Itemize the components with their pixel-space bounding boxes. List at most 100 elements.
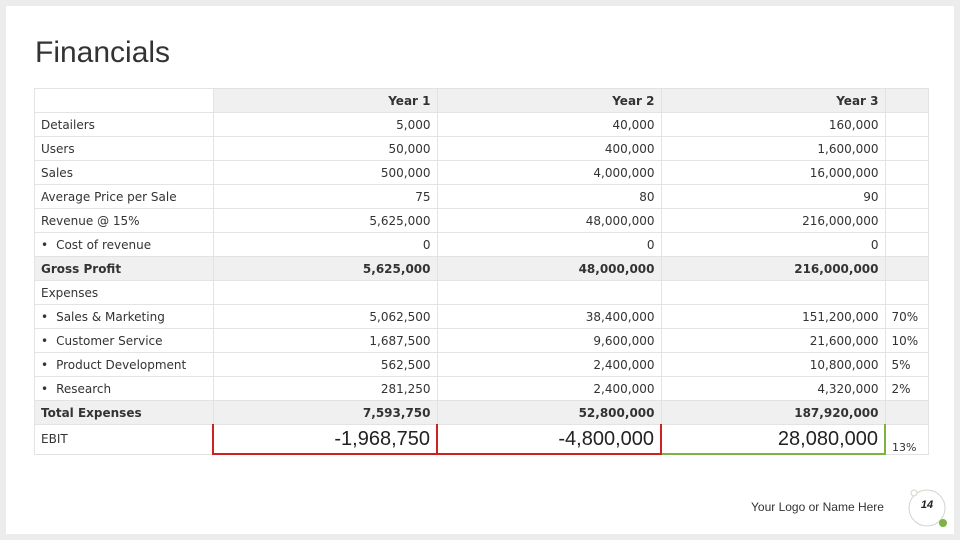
year-3-value: 4,320,000 [660,376,886,401]
percent-value [884,112,929,137]
year-2-value: 2,400,000 [436,376,662,401]
year-2-value: 40,000 [436,112,662,137]
bullet-icon: • [41,357,49,372]
row-label-cell: • Cost of revenue [34,232,214,257]
table-row: Average Price per Sale 75 80 90 [34,184,929,209]
year-2-value: 80 [436,184,662,209]
table-row: Sales 500,000 4,000,000 16,000,000 [34,160,929,185]
year-1-value: 5,062,500 [212,304,438,329]
year-3-value: 187,920,000 [660,400,886,425]
percent-value [884,280,929,305]
table-row: Total Expenses 7,593,750 52,800,000 187,920… [34,400,929,425]
year-2-value: 2,400,000 [436,352,662,377]
table-row: Detailers 5,000 40,000 160,000 [34,112,929,137]
row-label: Sales & Marketing [56,309,165,324]
row-label-cell: • Product Development [34,352,214,377]
year-2-value: -4,800,000 [436,424,662,455]
page-number: 14 [920,499,934,511]
row-label-cell: Detailers [34,112,214,137]
percent-value [884,256,929,281]
year-2-value [436,280,662,305]
page-badge-icon [908,489,947,527]
year-1-value: 5,625,000 [212,256,438,281]
row-label-cell: • Customer Service [34,328,214,353]
row-label-cell: Sales [34,160,214,185]
financials-table: Year 1 Year 2 Year 3 Detailers 5,000 40,00… [34,88,929,455]
year-3-value: 160,000 [660,112,886,137]
percent-value: 70% [884,304,929,329]
year-1-value: 75 [212,184,438,209]
percent-value: 5% [884,352,929,377]
year-1-value: 7,593,750 [212,400,438,425]
year-1-value: 281,250 [212,376,438,401]
row-label: Total Expenses [41,405,142,420]
year-3-value: 28,080,000 [660,424,886,455]
header-year-3: Year 3 [660,88,886,113]
year-1-value: 5,625,000 [212,208,438,233]
year-1-value: 50,000 [212,136,438,161]
row-label-cell: Total Expenses [34,400,214,425]
row-label: Sales [41,165,73,180]
year-2-value: 48,000,000 [436,256,662,281]
percent-value: 13% [884,424,929,455]
table-header-row: Year 1 Year 2 Year 3 [34,88,929,113]
row-label-cell: Gross Profit [34,256,214,281]
bullet-icon: • [41,381,49,396]
percent-value [884,160,929,185]
year-1-value: -1,968,750 [212,424,438,455]
table-row: • Customer Service 1,687,500 9,600,000 21,60… [34,328,929,353]
year-1-value: 0 [212,232,438,257]
header-pct-cell [884,88,929,113]
year-2-value: 52,800,000 [436,400,662,425]
row-label: Average Price per Sale [41,189,177,204]
year-3-value [660,280,886,305]
row-label: Detailers [41,117,95,132]
year-3-value: 21,600,000 [660,328,886,353]
percent-value [884,232,929,257]
table-row: • Cost of revenue 0 0 0 [34,232,929,257]
header-year-2: Year 2 [436,88,662,113]
year-1-value [212,280,438,305]
year-3-value: 10,800,000 [660,352,886,377]
percent-value [884,136,929,161]
year-3-value: 16,000,000 [660,160,886,185]
year-1-value: 5,000 [212,112,438,137]
year-2-value: 48,000,000 [436,208,662,233]
year-3-value: 1,600,000 [660,136,886,161]
row-label: Cost of revenue [56,237,152,252]
row-label-cell: • Research [34,376,214,401]
row-label-cell: Revenue @ 15% [34,208,214,233]
bullet-icon: • [41,333,49,348]
bullet-icon: • [41,309,49,324]
row-label: Gross Profit [41,261,122,276]
table-row: • Product Development 562,500 2,400,000 10,8… [34,352,929,377]
row-label-cell: Average Price per Sale [34,184,214,209]
header-label-cell [34,88,214,113]
table-row: EBIT -1,968,750 -4,800,000 28,080,000 13% [34,424,929,455]
percent-value: 10% [884,328,929,353]
table-row: Gross Profit 5,625,000 48,000,000 216,000,0… [34,256,929,281]
year-1-value: 500,000 [212,160,438,185]
table-row: • Research 281,250 2,400,000 4,320,000 2% [34,376,929,401]
row-label: Expenses [41,285,99,300]
year-3-value: 0 [660,232,886,257]
year-1-value: 1,687,500 [212,328,438,353]
year-2-value: 0 [436,232,662,257]
row-label: Revenue @ 15% [41,213,140,228]
table-row: Users 50,000 400,000 1,600,000 [34,136,929,161]
percent-value: 2% [884,376,929,401]
percent-value [884,184,929,209]
logo-text: Your Logo or Name Here [751,500,884,514]
table-row: • Sales & Marketing 5,062,500 38,400,000 151… [34,304,929,329]
header-year-1: Year 1 [212,88,438,113]
row-label: Customer Service [56,333,163,348]
row-label: Product Development [56,357,187,372]
year-2-value: 38,400,000 [436,304,662,329]
row-label: Research [56,381,112,396]
table-row: Expenses [34,280,929,305]
bullet-icon: • [41,237,49,252]
year-2-value: 400,000 [436,136,662,161]
row-label-cell: • Sales & Marketing [34,304,214,329]
row-label: EBIT [41,432,68,447]
year-3-value: 151,200,000 [660,304,886,329]
